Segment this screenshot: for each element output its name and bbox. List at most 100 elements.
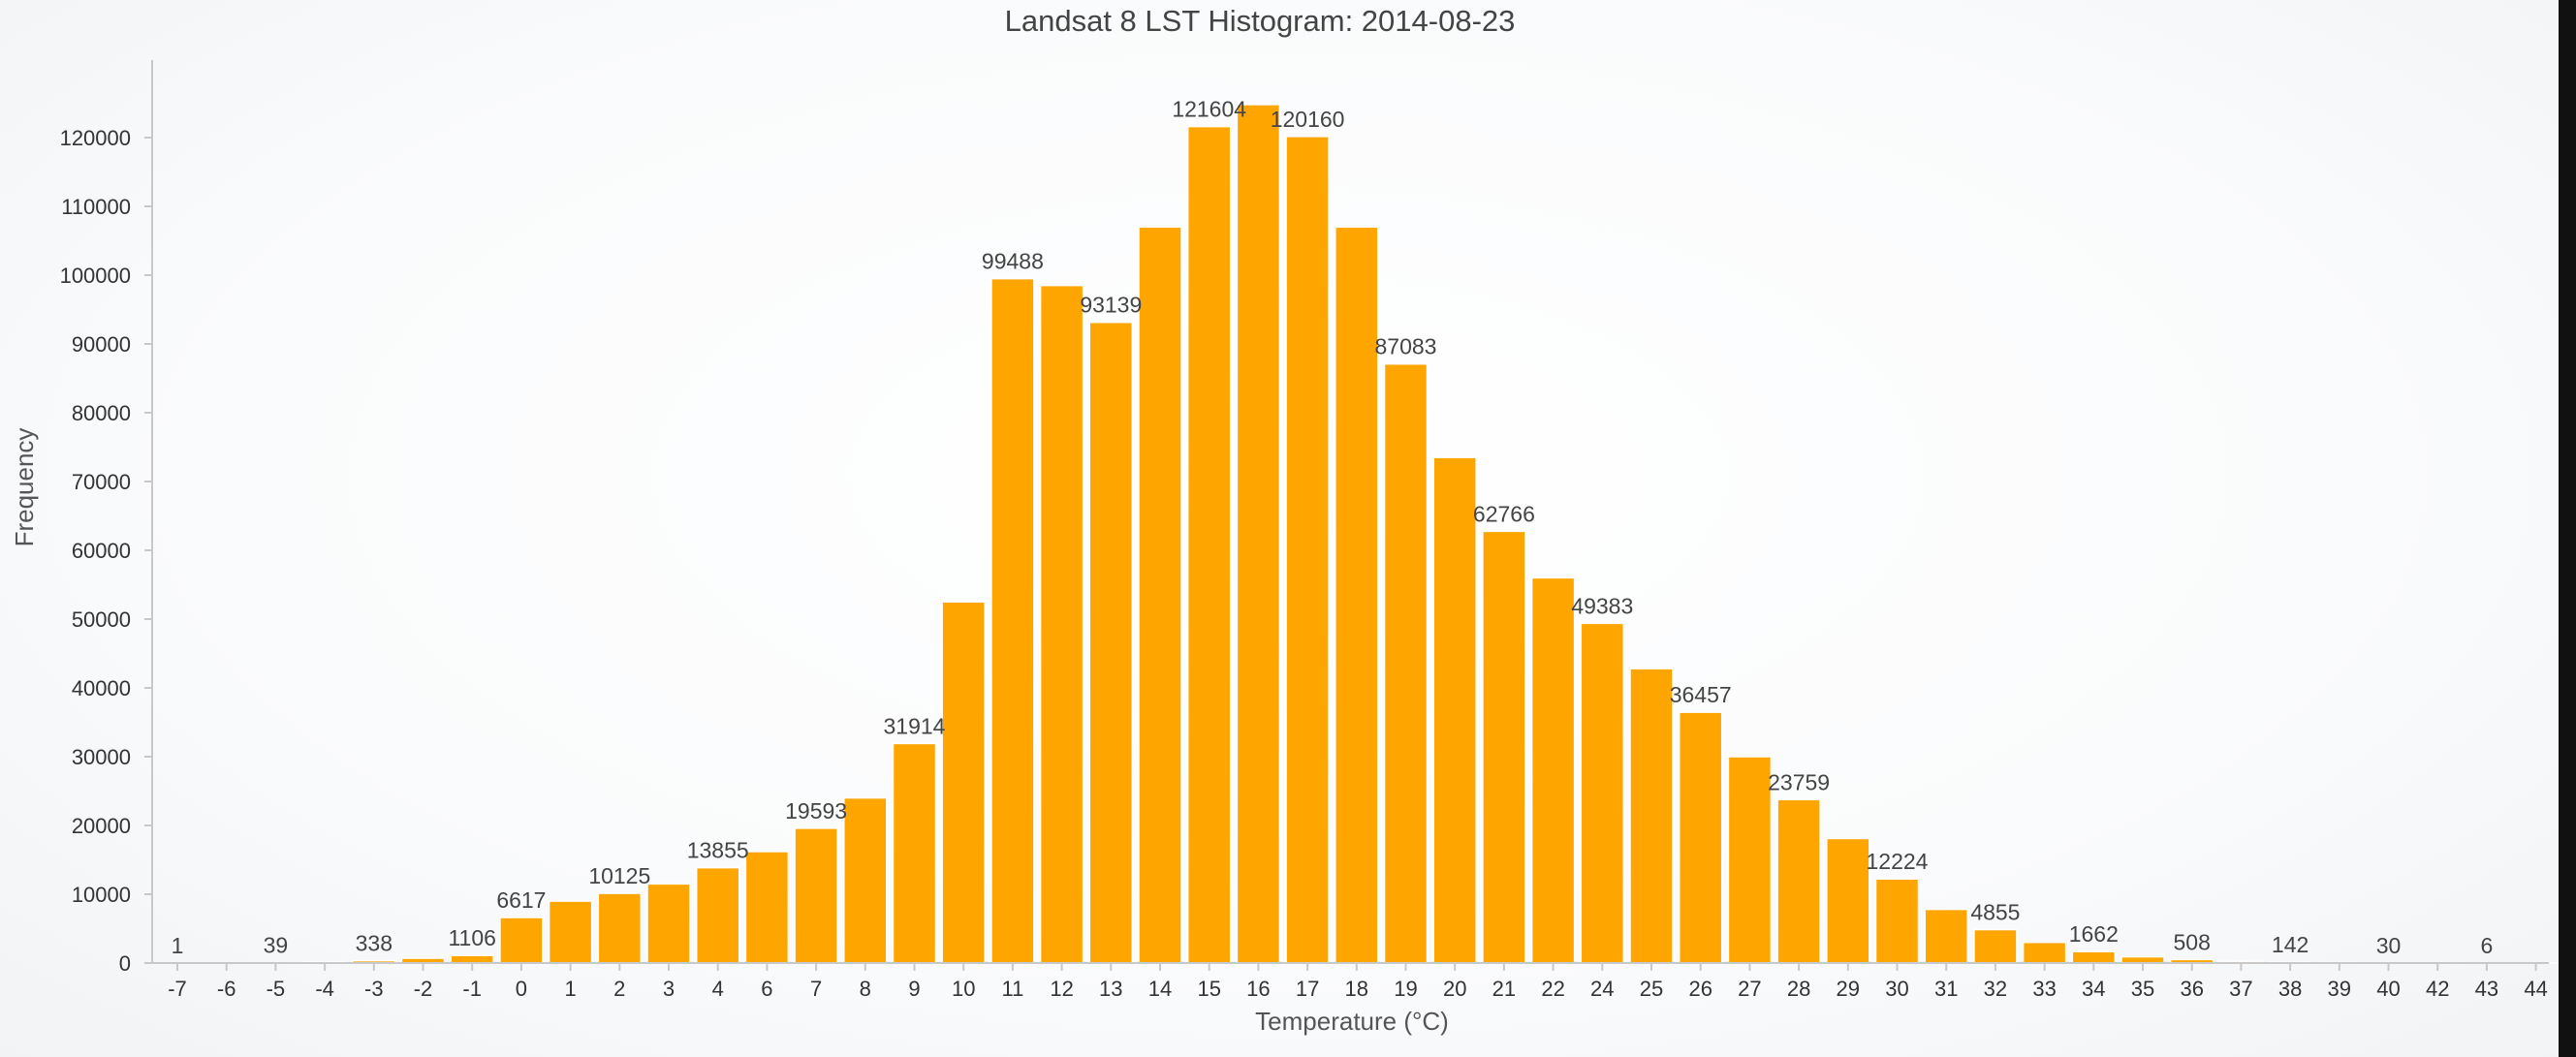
bar bbox=[1776, 798, 1821, 964]
x-tick-label: -4 bbox=[315, 977, 334, 1001]
y-tick-label: 60000 bbox=[72, 539, 131, 563]
bar bbox=[499, 917, 544, 964]
bars bbox=[155, 104, 2559, 964]
x-tick-label: 36 bbox=[2180, 977, 2203, 1001]
x-tick-label: 4 bbox=[712, 977, 724, 1001]
x-tick-label: 17 bbox=[1296, 977, 1319, 1001]
x-tick-label: -3 bbox=[364, 977, 384, 1001]
x-tick-label: 2 bbox=[613, 977, 625, 1001]
x-tick-label: 31 bbox=[1934, 977, 1958, 1001]
bar bbox=[892, 742, 937, 964]
x-tick-label: -1 bbox=[462, 977, 482, 1001]
data-label: 19593 bbox=[785, 798, 847, 824]
x-tick-label: 44 bbox=[2524, 977, 2547, 1001]
y-axis-label: Frequency bbox=[10, 428, 39, 547]
x-tick-label: 26 bbox=[1688, 977, 1712, 1001]
bar bbox=[744, 851, 790, 964]
y-tick-label: 40000 bbox=[72, 676, 131, 700]
data-label: 10125 bbox=[588, 863, 650, 888]
data-label: 23759 bbox=[1768, 769, 1830, 794]
x-tick-label: 38 bbox=[2278, 977, 2302, 1001]
x-tick-label: -7 bbox=[168, 977, 187, 1001]
data-label: 1662 bbox=[2069, 921, 2119, 947]
x-tick-label: -2 bbox=[414, 977, 433, 1001]
bar bbox=[794, 827, 838, 964]
bar bbox=[597, 892, 643, 964]
y-tick-label: 100000 bbox=[60, 264, 131, 288]
x-axis-ticks: -7 -6 -5 -4 -3 -2 -1 0 1 2 3 4 6 7 8 9 10 11 12 13 14 15 16 17 1… bbox=[168, 963, 2548, 1001]
data-label: 30 bbox=[2376, 933, 2402, 958]
x-tick-label: 30 bbox=[1885, 977, 1908, 1001]
bar bbox=[548, 900, 593, 964]
bar bbox=[695, 866, 740, 964]
bar bbox=[843, 796, 888, 964]
y-tick-label: 80000 bbox=[72, 401, 131, 425]
data-label: 120160 bbox=[1271, 107, 1345, 132]
bar bbox=[1727, 756, 1773, 964]
x-tick-label: -5 bbox=[267, 977, 286, 1001]
data-label: 13855 bbox=[687, 838, 749, 863]
x-tick-label: 12 bbox=[1050, 977, 1073, 1001]
y-tick-label: 110000 bbox=[61, 195, 131, 219]
bar bbox=[1236, 104, 1281, 964]
y-tick-label: 120000 bbox=[60, 126, 131, 150]
bar bbox=[1285, 136, 1330, 964]
y-tick-label: 50000 bbox=[72, 607, 131, 632]
bar bbox=[990, 277, 1035, 964]
x-axis-label: Temperature (°C) bbox=[1255, 1007, 1449, 1036]
chart-title: Landsat 8 LST Histogram: 2014-08-23 bbox=[1005, 4, 1516, 38]
y-tick-label: 70000 bbox=[72, 470, 131, 494]
bar bbox=[1088, 321, 1134, 964]
bar bbox=[941, 601, 986, 964]
data-label: 4855 bbox=[1970, 900, 2020, 925]
window-edge bbox=[2559, 0, 2576, 1057]
bar bbox=[1580, 622, 1625, 964]
bar bbox=[1629, 668, 1674, 964]
data-label: 338 bbox=[356, 931, 393, 956]
x-tick-label: 39 bbox=[2328, 977, 2351, 1001]
data-label: 99488 bbox=[982, 249, 1044, 274]
x-tick-label: 11 bbox=[1001, 977, 1023, 1001]
data-label: 142 bbox=[2272, 932, 2309, 957]
x-tick-label: 22 bbox=[1541, 977, 1564, 1001]
bar bbox=[1186, 125, 1232, 964]
y-tick-label: 20000 bbox=[72, 814, 131, 838]
data-label: 31914 bbox=[884, 713, 946, 738]
x-tick-label: 32 bbox=[1984, 977, 2007, 1001]
bar bbox=[1335, 226, 1379, 964]
x-tick-label: 10 bbox=[952, 977, 975, 1001]
x-tick-label: 28 bbox=[1787, 977, 1810, 1001]
x-tick-label: 14 bbox=[1148, 977, 1172, 1001]
x-tick-label: 15 bbox=[1197, 977, 1220, 1001]
y-axis-ticks: 0 10000 20000 30000 40000 50000 60000 70000 8000… bbox=[60, 126, 152, 976]
bar bbox=[1973, 928, 2018, 964]
bar bbox=[1826, 837, 1870, 964]
bar bbox=[1530, 576, 1576, 964]
x-tick-label: 8 bbox=[860, 977, 871, 1001]
data-label: 6617 bbox=[496, 887, 546, 913]
x-tick-label: 43 bbox=[2475, 977, 2498, 1001]
y-tick-label: 10000 bbox=[72, 883, 131, 907]
x-tick-label: 29 bbox=[1837, 977, 1860, 1001]
data-label: 12224 bbox=[1867, 849, 1929, 874]
bar bbox=[450, 954, 494, 964]
data-label: 36457 bbox=[1670, 682, 1732, 707]
x-tick-label: 7 bbox=[810, 977, 822, 1001]
x-tick-label: 21 bbox=[1492, 977, 1516, 1001]
bar bbox=[2022, 941, 2067, 964]
x-tick-label: 24 bbox=[1590, 977, 1614, 1001]
x-tick-label: 27 bbox=[1738, 977, 1761, 1001]
x-tick-label: 1 bbox=[564, 977, 576, 1001]
x-tick-label: 40 bbox=[2376, 977, 2400, 1001]
y-tick-label: 0 bbox=[119, 951, 131, 976]
bar bbox=[1678, 711, 1723, 964]
data-label: 6 bbox=[2481, 933, 2494, 958]
x-tick-label: 37 bbox=[2229, 977, 2252, 1001]
data-label: 508 bbox=[2174, 929, 2211, 954]
data-label: 1106 bbox=[448, 925, 495, 950]
bar bbox=[2071, 950, 2117, 964]
x-tick-label: 16 bbox=[1246, 977, 1270, 1001]
data-label: 121604 bbox=[1172, 97, 1246, 122]
data-label: 49383 bbox=[1571, 593, 1633, 618]
